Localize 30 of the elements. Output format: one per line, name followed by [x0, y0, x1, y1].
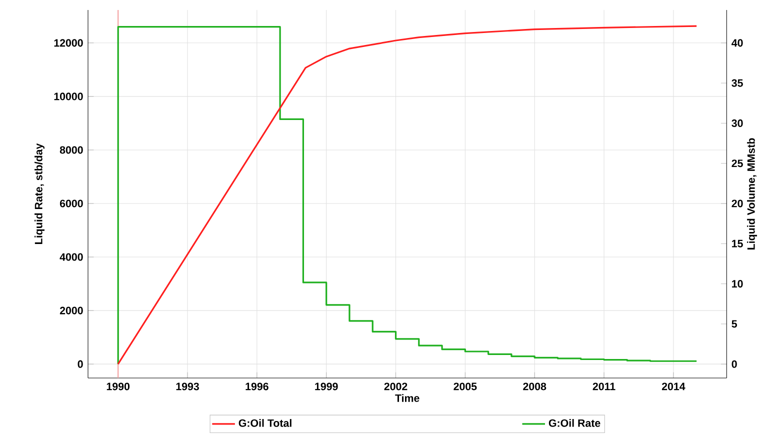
x-tick-label: 1993 — [176, 382, 199, 390]
y-tick-label: 12000 — [54, 39, 83, 47]
y2-tick-label: 20 — [732, 200, 743, 208]
y-tick-label: 2000 — [60, 306, 83, 314]
x-tick-label: 1999 — [315, 382, 338, 390]
y2-tick-label: 30 — [732, 119, 743, 128]
x-tick-label: 2011 — [592, 382, 616, 390]
y2-tick-label: 15 — [732, 240, 743, 248]
x-tick-label: 2005 — [454, 382, 477, 390]
legend-label: G:Oil Rate — [548, 419, 600, 427]
x-axis-title: Time — [395, 394, 420, 402]
y-tick-label: 8000 — [60, 146, 83, 154]
x-tick-label: 2014 — [662, 382, 686, 390]
y2-tick-label: 10 — [732, 280, 743, 288]
y2-axis-title: Liquid Volume, MMstb — [747, 138, 757, 250]
y2-tick-label: 5 — [732, 320, 737, 328]
x-tick-label: 2002 — [384, 382, 408, 390]
x-tick-label: 1996 — [246, 382, 268, 390]
y2-tick-label: 25 — [732, 160, 743, 168]
y-tick-label: 0 — [78, 360, 83, 368]
y-tick-label: 4000 — [60, 253, 83, 261]
legend-label: G:Oil Total — [238, 419, 292, 427]
y-tick-label: 6000 — [60, 200, 83, 208]
y2-tick-label: 35 — [732, 79, 743, 87]
y2-tick-label: 0 — [732, 360, 737, 368]
x-tick-label: 2008 — [523, 382, 546, 390]
y-axis-title: Liquid Rate, stb/day — [34, 143, 44, 244]
y-tick-label: 10000 — [54, 92, 83, 100]
y2-tick-label: 40 — [732, 39, 743, 47]
x-tick-label: 1990 — [106, 382, 130, 390]
